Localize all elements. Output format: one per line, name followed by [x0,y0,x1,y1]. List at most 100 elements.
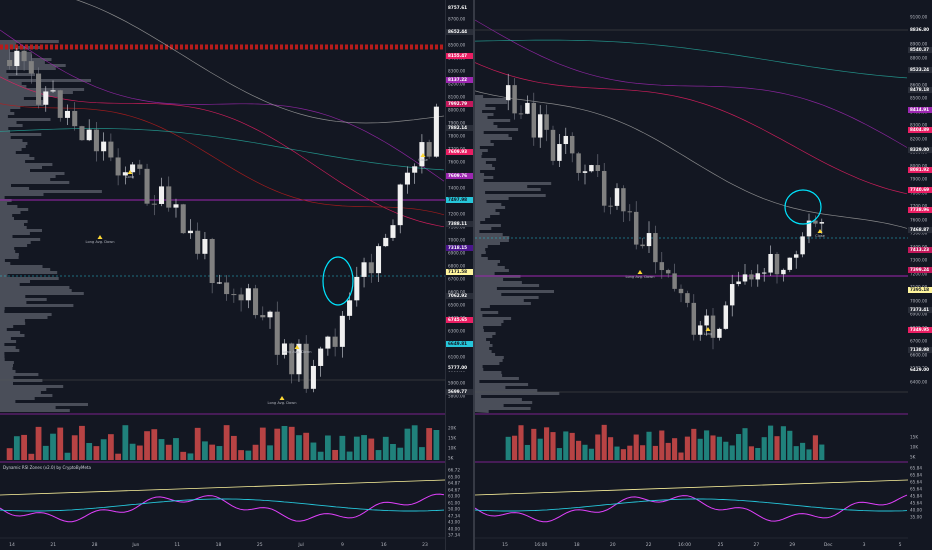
right-osc-tick: 65.64 [910,486,922,492]
left-date-label: 11 [174,542,180,548]
left-price-tick: 6800.00 [448,263,466,269]
left-price-tick: 6100.00 [448,354,466,360]
left-candle-body [253,288,259,316]
right-volume-bar [544,427,550,460]
right-rsi-upper-band [475,479,908,496]
left-price-tick: 7800.00 [448,133,466,139]
right-candle-body [531,102,537,138]
right-signal-arrow [637,270,643,274]
left-price-tag: 7171.58 [446,269,474,275]
right-price-tag: 8414.91 [908,107,932,113]
left-volume-bar [433,429,440,460]
left-candle-body [339,315,345,347]
left-signal-label: Long Avg. Down [283,350,312,354]
right-candle-body [557,144,562,161]
right-volume-bar [659,430,665,460]
left-osc-tick: 40.00 [448,526,460,531]
right-volume-bar [729,445,735,460]
left-candle-body [202,239,208,254]
right-candle-body [697,325,703,335]
right-candle-body [518,113,524,115]
left-volume-bar [317,451,324,460]
right-moving-average [475,62,908,195]
left-volume-bar [303,432,310,460]
right-signal-arrow [705,327,711,331]
right-chart-canvas[interactable]: 15 16:00 18 20 22 16:00 25 27 29 Dec 3 5 Long Avg. D… [475,0,908,550]
left-signal-arrow [279,396,285,400]
left-candle-body [354,276,360,301]
left-volume-bar [259,427,266,460]
right-price-tag: 7395.18 [908,287,932,293]
left-candle-body [173,204,179,208]
left-volume-bar [411,425,418,460]
right-volume-bar [512,435,518,460]
left-volume-bar [339,435,346,460]
right-volume-bar [812,435,818,460]
left-chart-pane[interactable]: Bitcoin / U.S. Dollar, 1D, COINBASE 1421… [0,0,445,550]
left-candle-body [404,172,410,185]
left-price-tick: 7900.00 [448,120,466,126]
right-volume-bar [633,434,639,460]
left-candle-body [368,262,374,274]
left-signal-arrow [97,235,103,239]
left-volume-bar [129,443,136,460]
left-volume-bar [252,444,259,460]
left-volume-bar [165,444,172,460]
right-volume-bar [665,442,671,460]
left-volume-bar [100,439,107,460]
left-signal-label: Long Avg. Down [86,240,115,244]
right-chart-pane[interactable]: 15 16:00 18 20 22 16:00 25 27 29 Dec 3 5 Long Avg. D… [475,0,908,550]
right-candle-body [793,254,799,258]
right-volume-tick: 5K [910,454,916,460]
right-price-axis[interactable]: 9100.009000.008900.008800.008700.008600.… [908,0,932,550]
left-volume-bar [310,442,317,460]
right-price-tick: 8900.00 [910,41,928,47]
left-price-tag: 6745.65 [446,317,474,323]
right-candle-body [505,85,511,100]
left-volume-bar [6,448,13,460]
left-candle-body [122,172,128,176]
left-volume-bar [13,436,20,460]
left-candle-body [245,288,251,301]
left-candle-body [383,237,389,247]
right-volume-bar [761,437,767,460]
right-price-tag: 7740.69 [908,187,932,193]
right-candle-body [749,274,754,280]
right-candle-body [614,188,620,206]
right-candle-body [544,114,549,130]
left-osc-tick: 37.34 [448,532,460,538]
left-signal-label: Long Avg. Down [268,401,297,405]
left-candle-body [318,348,324,366]
left-volume-bar [368,438,375,460]
left-osc-tick: 61.00 [448,500,460,505]
right-candle-body [525,102,530,114]
left-volume-bar [86,443,93,460]
right-volume-bar [563,431,569,460]
left-price-axis[interactable]: 8700.008600.008500.008400.008300.008200.… [445,0,474,550]
right-candle-body [595,165,601,171]
right-price-tag: 6429.00 [908,367,932,373]
left-price-tick: 6600.00 [448,289,466,295]
left-candle-body [86,129,92,141]
left-date-label: 9 [341,542,344,548]
left-price-tick: 7600.00 [448,159,466,165]
left-volume-bar [187,453,194,460]
left-volume-bar [296,435,302,460]
left-osc-tick: 63.00 [448,493,460,499]
left-price-tick: 8500.00 [448,42,466,48]
left-price-tag: 7497.98 [446,197,474,203]
left-rsi-zone-line [0,498,445,512]
left-volume-bar [151,429,158,460]
left-volume-bar [71,435,78,460]
right-volume-bar [620,449,626,460]
left-candle-body [72,110,78,127]
right-volume-bar [595,434,601,460]
left-price-tag: 5699.77 [446,389,474,395]
left-candle-body [224,282,230,295]
left-candle-body [195,230,201,254]
left-volume-profile [0,40,102,412]
right-volume-bar [684,436,690,460]
right-candle-body [582,171,588,173]
right-price-tick: 8000.00 [910,163,928,168]
left-chart-canvas[interactable]: 14 21 28 Jun 11 18 25 Jul 9 16 23 Long Avg. Down Lon… [0,0,445,550]
